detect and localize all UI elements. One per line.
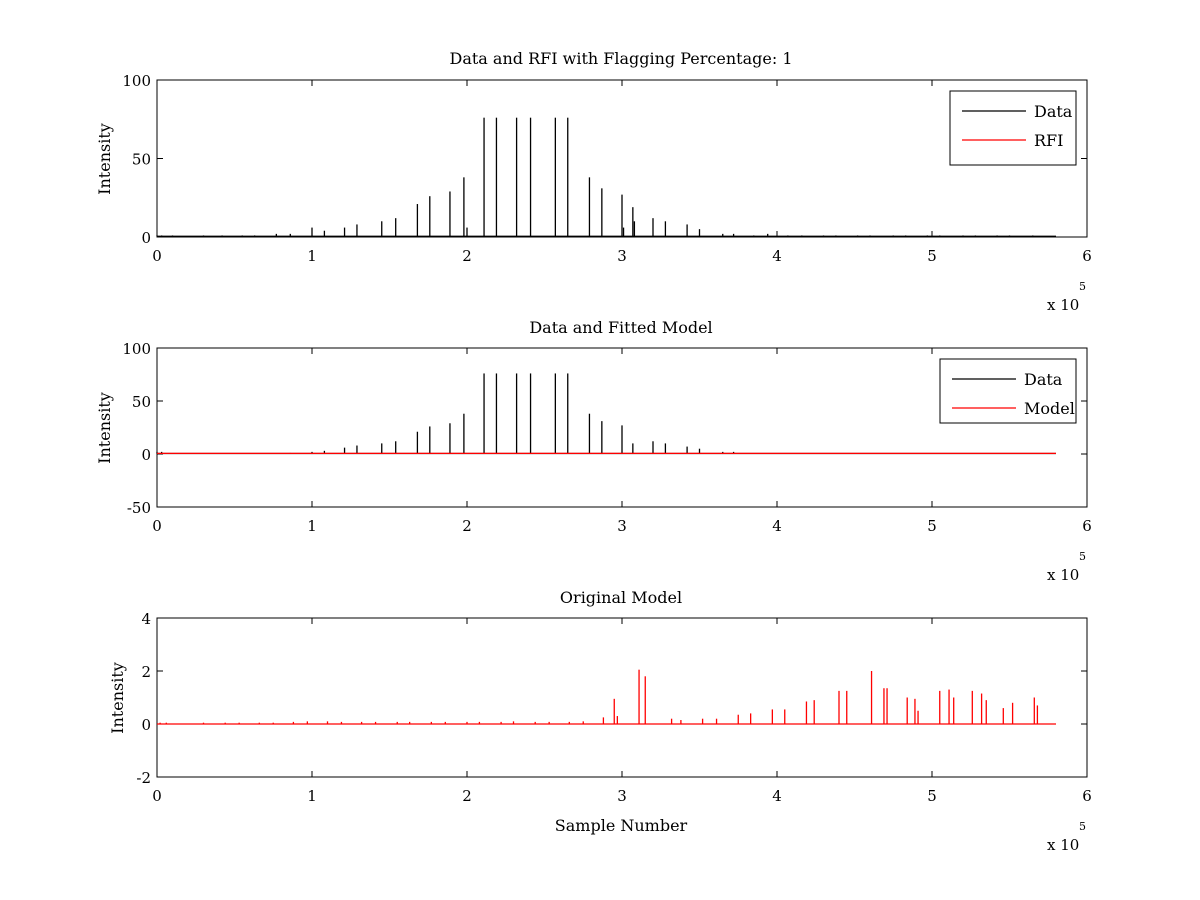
y-tick-label: 4 xyxy=(141,610,151,628)
y-tick-label: 0 xyxy=(141,716,151,734)
x-multiplier-exponent: 5 xyxy=(1079,550,1086,563)
legend-box xyxy=(939,358,1077,424)
x-tick-label: 0 xyxy=(152,517,162,535)
x-tick-label: 0 xyxy=(152,247,162,265)
x-tick-label: 6 xyxy=(1082,517,1092,535)
x-tick-label: 3 xyxy=(617,517,627,535)
panel-original-model: Original Model Intensity Sample Number x… xyxy=(108,588,1092,854)
x-tick-label: 6 xyxy=(1082,247,1092,265)
x-tick-label: 5 xyxy=(927,247,937,265)
x-multiplier-exponent: 5 xyxy=(1079,280,1086,293)
x-multiplier-label: x 10 xyxy=(1047,296,1079,314)
x-multiplier-label: x 10 xyxy=(1047,836,1079,854)
y-axis-label: Intensity xyxy=(108,662,127,734)
x-tick-label: 5 xyxy=(927,517,937,535)
y-tick-label: 0 xyxy=(141,446,151,464)
x-tick-label: 1 xyxy=(307,517,317,535)
legend-label-data: Data xyxy=(1034,102,1073,121)
x-multiplier-exponent: 5 xyxy=(1079,820,1086,833)
x-multiplier-label: x 10 xyxy=(1047,566,1079,584)
y-axis-label: Intensity xyxy=(95,123,114,195)
x-tick-label: 1 xyxy=(307,787,317,805)
x-tick-label: 4 xyxy=(772,247,782,265)
x-tick-label: 0 xyxy=(152,787,162,805)
y-tick-label: 2 xyxy=(141,663,151,681)
x-tick-label: 1 xyxy=(307,247,317,265)
x-tick-label: 3 xyxy=(617,247,627,265)
panel-fitted-model: Data and Fitted Model Intensity x 10 5 0… xyxy=(95,318,1092,584)
x-tick-label: 6 xyxy=(1082,787,1092,805)
y-tick-label: 50 xyxy=(132,393,151,411)
panel-title: Data and Fitted Model xyxy=(529,318,712,337)
y-tick-label: -2 xyxy=(136,769,151,787)
legend-box xyxy=(949,90,1077,166)
x-axis-label: Sample Number xyxy=(555,816,688,835)
legend-label-data: Data xyxy=(1024,370,1063,389)
y-tick-label: 0 xyxy=(141,229,151,247)
x-tick-label: 2 xyxy=(462,517,472,535)
panel-title: Data and RFI with Flagging Percentage: 1 xyxy=(449,49,792,68)
panel-title: Original Model xyxy=(560,588,682,607)
x-tick-label: 2 xyxy=(462,787,472,805)
legend-label-model: Model xyxy=(1024,399,1075,418)
x-tick-label: 4 xyxy=(772,787,782,805)
legend-label-rfi: RFI xyxy=(1034,131,1063,150)
y-tick-label: -50 xyxy=(127,499,151,517)
y-tick-label: 100 xyxy=(122,72,151,90)
y-tick-label: 50 xyxy=(132,151,151,169)
x-tick-label: 3 xyxy=(617,787,627,805)
legend: Data Model xyxy=(939,358,1077,424)
x-tick-label: 2 xyxy=(462,247,472,265)
x-tick-label: 4 xyxy=(772,517,782,535)
y-tick-label: 100 xyxy=(122,340,151,358)
legend: Data RFI xyxy=(949,90,1077,166)
y-axis-label: Intensity xyxy=(95,392,114,464)
x-tick-label: 5 xyxy=(927,787,937,805)
panel-rfi: Data and RFI with Flagging Percentage: 1… xyxy=(95,49,1092,314)
